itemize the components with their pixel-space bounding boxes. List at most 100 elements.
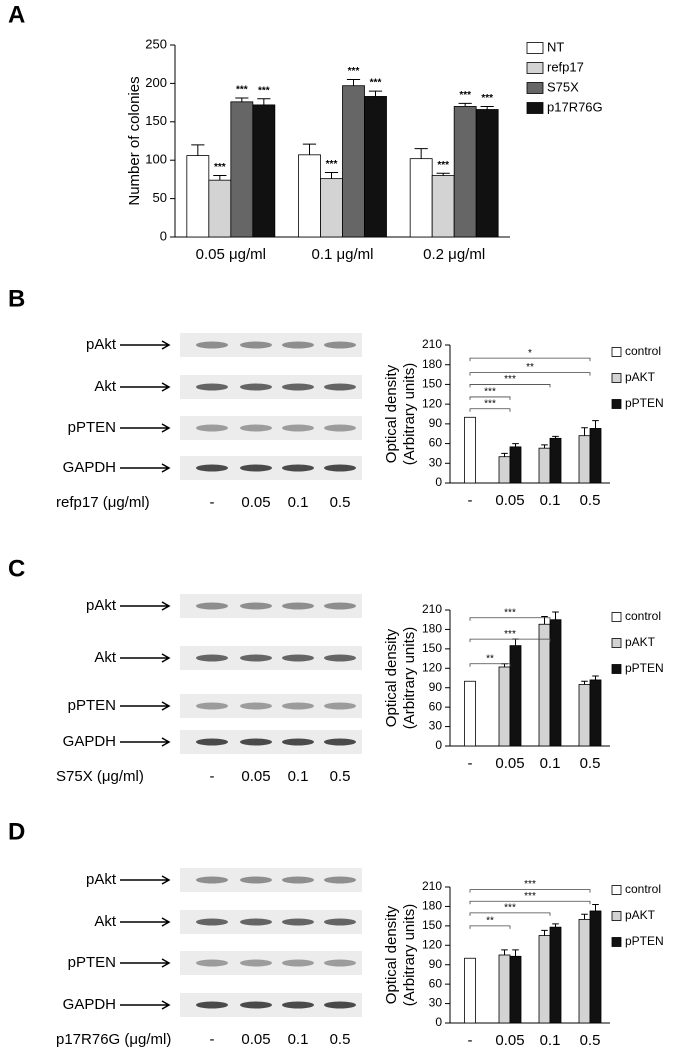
blot-band — [196, 654, 228, 662]
blot-band — [240, 341, 272, 349]
blot-lane-label: 0.05 — [241, 768, 270, 785]
bracket-label: *** — [524, 891, 536, 902]
significance-label: *** — [348, 66, 360, 77]
y-tick-label: 180 — [422, 622, 442, 636]
arrow — [120, 340, 171, 350]
bar — [509, 446, 522, 484]
arrow — [120, 463, 171, 473]
legend-swatch — [526, 42, 544, 54]
blot-band — [196, 424, 228, 432]
bar — [578, 918, 591, 1024]
bracket-label: ** — [486, 915, 494, 926]
legend-label: pPTEN — [625, 934, 664, 948]
blot-band — [196, 602, 228, 610]
bracket-label: *** — [524, 879, 536, 890]
bracket-label: *** — [504, 903, 516, 914]
x-tick-label: - — [468, 492, 473, 509]
y-tick-label: 100 — [145, 152, 167, 167]
error-bar — [592, 675, 599, 680]
legend-swatch — [611, 399, 622, 409]
legend-swatch — [611, 885, 622, 895]
x-tick-label: 0.5 — [580, 755, 601, 772]
bar — [549, 619, 562, 747]
panel-letter: B — [8, 285, 25, 312]
significance-label: *** — [459, 90, 471, 101]
legend-label: NT — [547, 39, 564, 54]
error-bar — [592, 420, 599, 429]
legend-swatch — [611, 911, 622, 921]
arrow — [120, 958, 171, 968]
significance-label: *** — [370, 78, 382, 89]
y-tick-label: 0 — [435, 738, 442, 752]
panel-letter: C — [8, 555, 25, 582]
blot-label: GAPDH — [63, 459, 116, 476]
blot-label: pPTEN — [68, 697, 116, 714]
y-tick-label: 210 — [422, 602, 442, 616]
y-tick-label: 210 — [422, 879, 442, 893]
blot-label: pAkt — [86, 871, 117, 888]
bracket — [469, 638, 551, 643]
arrow — [120, 917, 171, 927]
y-axis-label: Optical density — [383, 628, 400, 727]
blot-band — [196, 738, 228, 746]
x-tick-label: 0.1 μg/ml — [312, 246, 374, 263]
arrow — [120, 382, 171, 392]
arrow — [120, 737, 171, 747]
blot-x-label: refp17 (μg/ml) — [56, 494, 150, 511]
bar — [589, 428, 602, 484]
bar — [538, 447, 551, 484]
bar — [509, 645, 522, 747]
x-tick-label: 0.1 — [540, 755, 561, 772]
blot-band — [196, 383, 228, 391]
y-tick-label: 120 — [422, 937, 442, 951]
x-tick-label: 0.05 — [495, 492, 524, 509]
significance-label: *** — [437, 160, 449, 171]
blot-band — [196, 876, 228, 884]
y-tick-label: 60 — [429, 699, 443, 713]
bar — [538, 623, 551, 747]
y-tick-label: 150 — [422, 641, 442, 655]
legend-swatch — [611, 347, 622, 357]
error-bar — [480, 105, 494, 110]
bar — [578, 684, 591, 747]
error-bar — [346, 79, 361, 86]
error-bar — [436, 172, 450, 176]
bar — [298, 154, 321, 238]
bar — [186, 155, 210, 238]
y-axis-label: Optical density — [383, 905, 400, 1004]
legend-label: pAKT — [625, 635, 656, 649]
bar — [252, 104, 276, 238]
error-bar — [512, 638, 519, 646]
blot-label: pPTEN — [68, 954, 116, 971]
blot-band — [282, 1001, 314, 1009]
legend-label: p17R76G — [547, 99, 603, 114]
panel-letter: A — [8, 1, 25, 28]
y-tick-label: 150 — [422, 377, 442, 391]
blot-band — [240, 602, 272, 610]
blot-band — [196, 702, 228, 710]
blot-band — [282, 738, 314, 746]
significance-label: *** — [481, 93, 493, 104]
bracket — [469, 357, 591, 362]
blot-band — [240, 383, 272, 391]
error-bar — [512, 949, 519, 957]
blot-band — [282, 876, 314, 884]
significance-label: *** — [258, 85, 270, 96]
error-bar — [458, 102, 472, 107]
blot-band — [282, 424, 314, 432]
blot-band — [282, 918, 314, 926]
blot-band — [240, 424, 272, 432]
blot-band — [324, 654, 356, 662]
blot-lane-label: 0.5 — [330, 1031, 351, 1048]
y-tick-label: 90 — [429, 680, 443, 694]
error-bar — [368, 90, 383, 97]
bar — [578, 435, 591, 484]
legend-label: pPTEN — [625, 396, 664, 410]
blot-label: GAPDH — [63, 733, 116, 750]
legend-label: S75X — [547, 79, 579, 94]
blot-band — [240, 1001, 272, 1009]
blot-band — [240, 959, 272, 967]
legend-swatch — [611, 937, 622, 947]
legend-label: control — [625, 609, 661, 623]
